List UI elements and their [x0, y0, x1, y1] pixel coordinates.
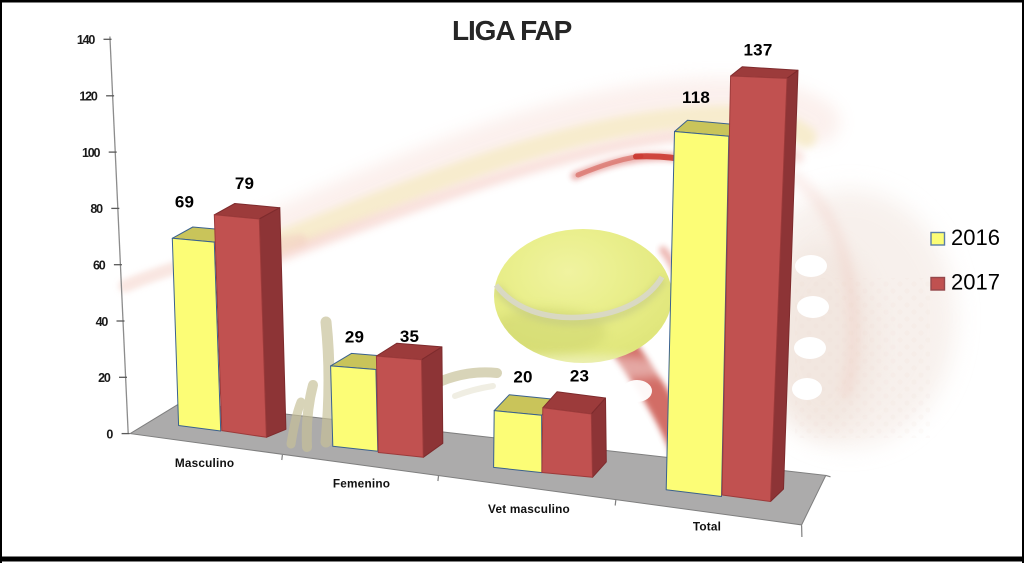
svg-text:20: 20 [513, 368, 532, 387]
svg-text:2017: 2017 [951, 270, 1000, 295]
svg-text:0: 0 [106, 427, 113, 441]
svg-text:Vet masculino: Vet masculino [488, 502, 570, 516]
svg-text:60: 60 [93, 259, 106, 273]
svg-text:140: 140 [77, 33, 96, 47]
svg-text:100: 100 [82, 146, 101, 160]
svg-text:Total: Total [693, 520, 721, 534]
svg-text:137: 137 [744, 41, 773, 60]
svg-text:23: 23 [570, 367, 589, 386]
svg-text:80: 80 [90, 202, 103, 216]
svg-text:118: 118 [682, 88, 710, 107]
svg-text:35: 35 [400, 327, 419, 346]
svg-text:120: 120 [79, 90, 98, 104]
svg-text:2016: 2016 [951, 225, 1000, 250]
svg-text:Femenino: Femenino [333, 477, 390, 491]
svg-text:Masculino: Masculino [175, 456, 234, 470]
svg-text:LIGA FAP: LIGA FAP [452, 15, 572, 46]
svg-text:69: 69 [175, 193, 194, 212]
svg-text:29: 29 [345, 328, 364, 347]
svg-text:79: 79 [235, 174, 254, 193]
svg-text:40: 40 [96, 315, 109, 329]
svg-text:20: 20 [98, 371, 111, 385]
